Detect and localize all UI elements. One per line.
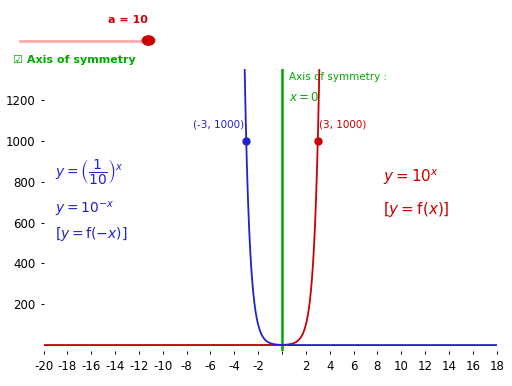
Text: $y = 10^{-x}$: $y = 10^{-x}$ [55, 200, 115, 219]
Text: (3, 1000): (3, 1000) [319, 120, 367, 130]
Text: $x = 0$: $x = 0$ [289, 91, 319, 104]
Text: $y = \left(\dfrac{1}{10}\right)^x$: $y = \left(\dfrac{1}{10}\right)^x$ [55, 157, 124, 186]
Text: (-3, 1000): (-3, 1000) [193, 120, 244, 130]
Text: Axis of symmetry :: Axis of symmetry : [289, 71, 387, 81]
Text: $[y = \mathrm{f}(-x)]$: $[y = \mathrm{f}(-x)]$ [55, 225, 128, 243]
Text: $[y = \mathrm{f}(x)]$: $[y = \mathrm{f}(x)]$ [383, 200, 450, 219]
Text: a = 10: a = 10 [108, 15, 148, 25]
Text: ☑ Axis of symmetry: ☑ Axis of symmetry [13, 55, 136, 65]
Text: $y = 10^x$: $y = 10^x$ [383, 168, 439, 187]
